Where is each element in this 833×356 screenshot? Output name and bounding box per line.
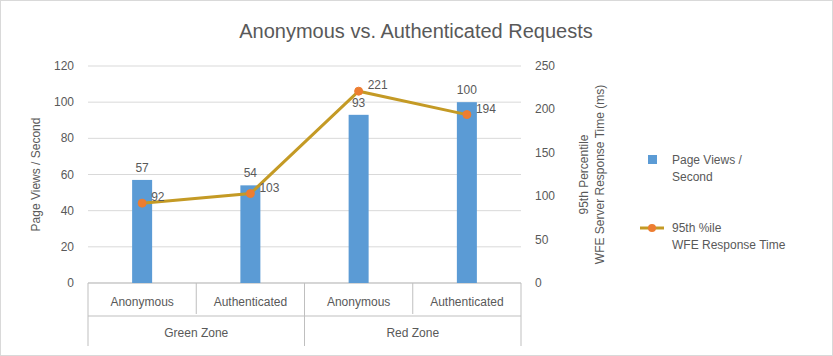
x-group-label: Green Zone <box>164 326 228 340</box>
x-tick-label: Anonymous <box>327 295 390 309</box>
y2-tick <box>521 109 524 110</box>
grid-line <box>88 138 521 139</box>
y-tick-label: 120 <box>54 59 74 73</box>
x-tick-label: Anonymous <box>110 295 173 309</box>
text-line: Page Views / <box>672 153 742 167</box>
legend: Page Views / Second 95th %ile WFE Response … <box>640 153 786 252</box>
grid-line <box>88 102 521 103</box>
x-tick-label: Authenticated <box>214 295 287 309</box>
marker <box>463 111 471 119</box>
grid-line <box>88 246 521 247</box>
y-tick-label: 20 <box>61 240 75 254</box>
y2-tick-label: 0 <box>535 276 542 290</box>
y2-tick-label: 150 <box>535 146 555 160</box>
data-label: 54 <box>244 166 258 180</box>
marker <box>355 87 363 95</box>
legend-marker <box>648 224 656 232</box>
y-tick-label: 80 <box>61 131 75 145</box>
data-label: 221 <box>368 78 388 92</box>
x-level-line <box>88 316 521 317</box>
data-label: 103 <box>259 181 279 195</box>
marker <box>246 190 254 198</box>
chart-border <box>1 1 833 356</box>
y2-axis-title: 95th PercentileWFE Server Response Time … <box>577 85 607 264</box>
x-tick <box>412 283 413 314</box>
x-tick <box>196 283 197 314</box>
data-label: 92 <box>151 190 165 204</box>
x-tick-label: Authenticated <box>430 295 503 309</box>
data-label: 93 <box>352 96 366 110</box>
data-label: 194 <box>476 102 496 116</box>
bar <box>457 102 477 283</box>
x-tick <box>521 283 522 346</box>
line <box>142 91 467 203</box>
text-line: WFE Server Response Time (ms) <box>593 85 607 264</box>
text-line: Second <box>672 170 713 184</box>
y2-tick <box>521 239 524 240</box>
background <box>0 0 833 356</box>
y-tick-label: 0 <box>67 276 74 290</box>
y-tick-label: 40 <box>61 204 75 218</box>
bar <box>132 180 152 283</box>
x-tick <box>304 283 305 346</box>
y-tick-label: 100 <box>54 95 74 109</box>
legend-label: Page Views / Second <box>672 153 742 184</box>
grid-line <box>88 210 521 211</box>
y2-tick <box>521 196 524 197</box>
grid-line <box>88 174 521 175</box>
chart-svg: Anonymous vs. Authenticated Requests 0 20 4… <box>0 0 833 356</box>
data-label: 57 <box>135 161 149 175</box>
data-label: 100 <box>457 83 477 97</box>
text-line: WFE Response Time <box>672 238 786 252</box>
legend-label: 95th %ile WFE Response Time <box>672 221 786 252</box>
text-line: 95th %ile <box>672 221 722 235</box>
x-tick <box>88 283 89 346</box>
y-axis-title: Page Views / Second <box>29 118 43 232</box>
title: Anonymous vs. Authenticated Requests <box>239 20 593 42</box>
x-group-label: Red Zone <box>386 326 439 340</box>
legend-swatch <box>648 155 657 164</box>
marks <box>132 87 477 283</box>
y2-tick-label: 50 <box>535 233 549 247</box>
y2-tick-label: 100 <box>535 189 555 203</box>
bar <box>240 185 260 283</box>
y2-tick-label: 250 <box>535 59 555 73</box>
grid-line <box>88 66 521 67</box>
y2-tick-label: 200 <box>535 102 555 116</box>
data-labels: 57 54 93 100 92 103 221 194 <box>135 78 496 204</box>
y2-tick <box>521 152 524 153</box>
bar <box>349 115 369 283</box>
chart-container: Anonymous vs. Authenticated Requests 0 20 4… <box>0 0 833 356</box>
text-line: 95th Percentile <box>577 134 591 214</box>
y2-tick <box>521 66 524 67</box>
y-tick-label: 60 <box>61 168 75 182</box>
marker <box>138 199 146 207</box>
